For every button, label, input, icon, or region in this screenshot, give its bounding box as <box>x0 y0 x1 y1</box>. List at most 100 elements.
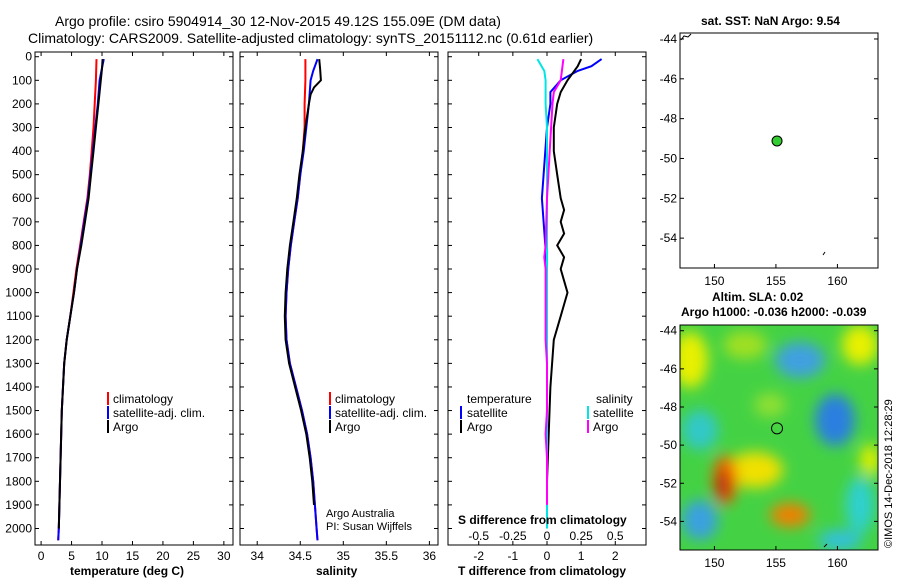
coastline-fragment <box>680 33 692 41</box>
x-tick-label: 2 <box>612 549 619 563</box>
map-y-tick-label: -54 <box>660 514 678 528</box>
map-x-tick-label: 155 <box>766 274 786 288</box>
sla-blob <box>775 342 825 378</box>
y-tick-label: 900 <box>12 262 32 276</box>
sla-map-frame <box>679 324 879 551</box>
legend-label-climatology: climatology <box>113 392 173 406</box>
legend-label-climatology: climatology <box>335 392 395 406</box>
secondary-tick-label: 0 <box>544 529 551 543</box>
y-tick-label: 200 <box>12 97 32 111</box>
map-y-tick-label: -46 <box>660 362 678 376</box>
legend-label-argo: Argo <box>335 420 361 434</box>
map-y-tick-label: -52 <box>660 191 678 205</box>
temperature-plot: 0100200300400500600700800900100011001200… <box>5 50 233 563</box>
y-tick-label: 700 <box>12 215 32 229</box>
y-tick-label: 1700 <box>5 451 32 465</box>
credit-group: Argo Australia <box>326 508 395 520</box>
map-y-tick-label: -48 <box>660 400 678 414</box>
sla-blob <box>727 452 783 488</box>
salinity-legend: climatology satellite-adj. clim. Argo Ar… <box>326 392 427 533</box>
map-x-tick-label: 150 <box>704 274 724 288</box>
sla-field <box>680 325 878 550</box>
y-tick-label: 1000 <box>5 286 32 300</box>
credit-pi: PI: Susan Wijffels <box>326 521 412 533</box>
x-tick-label: 36 <box>423 549 437 563</box>
legend-label-satellite: satellite-adj. clim. <box>335 406 427 420</box>
x-tick-label: 10 <box>95 549 109 563</box>
x-tick-label: 25 <box>187 549 201 563</box>
x-tick-label: 35.5 <box>375 549 399 563</box>
temperature-legend: climatology satellite-adj. clim. Argo <box>107 392 205 434</box>
x-tick-label: 34.5 <box>289 549 313 563</box>
sla-blob <box>770 503 810 527</box>
x-tick-label: -2 <box>473 549 484 563</box>
y-tick-label: 800 <box>12 238 32 252</box>
imos-stamp: ©IMOS 14-Dec-2018 12:28:29 <box>883 399 895 548</box>
series-line-salinity-argo <box>543 58 565 505</box>
sla-heatmap <box>680 325 878 550</box>
map-y-tick-label: -44 <box>660 324 678 338</box>
series-line-satellite-adj-clim- <box>57 58 105 541</box>
sla-map-title: Altim. SLA: 0.02 <box>712 290 804 304</box>
legend-label-temp-satellite: satellite <box>467 406 508 420</box>
sla-blob <box>723 331 767 359</box>
y-tick-label: 1400 <box>5 380 32 394</box>
map-y-tick-label: -48 <box>660 112 678 126</box>
y-tick-label: 1100 <box>6 309 32 323</box>
difference-legend: temperature satellite Argo salinity sate… <box>458 392 634 543</box>
secondary-tick-label: -0.25 <box>499 529 527 543</box>
x-tick-label: 0 <box>544 549 551 563</box>
x-tick-label: 35 <box>337 549 351 563</box>
figure-title-line-2: Climatology: CARS2009. Satellite-adjuste… <box>28 30 593 46</box>
secondary-tick-label: -0.5 <box>468 529 489 543</box>
coastline-fragment <box>823 543 828 548</box>
figure-title-line-1: Argo profile: csiro 5904914_30 12-Nov-20… <box>55 13 501 29</box>
x-tick-label: 20 <box>156 549 170 563</box>
coastline-fragment <box>822 251 826 256</box>
y-tick-label: 1900 <box>5 498 32 512</box>
x-tick-label: -1 <box>508 549 519 563</box>
sla-blob <box>815 394 855 446</box>
temperature-panel-frame <box>34 51 234 546</box>
y-tick-label: 1200 <box>5 333 32 347</box>
salinity-axis-label: salinity <box>316 564 358 578</box>
series-line-argo <box>283 59 322 505</box>
map-y-tick-label: -52 <box>660 476 678 490</box>
sst-map-frame <box>679 32 879 269</box>
legend-title-salinity: salinity <box>596 392 633 406</box>
x-tick-label: 5 <box>68 549 75 563</box>
legend-label-satellite: satellite-adj. clim. <box>113 406 205 420</box>
y-tick-label: 1800 <box>5 474 32 488</box>
sla-blob <box>842 325 878 365</box>
sla-blob <box>860 444 878 476</box>
difference-axis-label: T difference from climatology <box>458 564 626 578</box>
sla-blob <box>717 471 729 499</box>
y-tick-label: 600 <box>12 191 32 205</box>
series-line-argo <box>57 59 104 529</box>
sla-blob <box>680 332 708 388</box>
legend-label-argo: Argo <box>113 420 139 434</box>
y-tick-label: 1500 <box>5 404 32 418</box>
sst-map: 150 155 160 -44 -46 -48 -50 -52 -54 <box>660 32 878 288</box>
y-tick-label: 2000 <box>5 521 32 535</box>
y-tick-label: 100 <box>12 73 32 87</box>
secondary-tick-label: 0.25 <box>569 529 593 543</box>
x-tick-label: 15 <box>126 549 140 563</box>
sla-map-subtitle: Argo h1000: -0.036 h2000: -0.039 <box>681 305 867 319</box>
y-tick-label: 1600 <box>5 427 32 441</box>
y-tick-label: 300 <box>12 120 32 134</box>
legend-label-sal-argo: Argo <box>593 420 619 434</box>
temperature-axis-label: temperature (deg C) <box>70 564 184 578</box>
series-line-temperature-argo <box>546 58 583 529</box>
secondary-axis-label: S difference from climatology <box>458 513 627 527</box>
map-y-tick-label: -50 <box>660 438 678 452</box>
salinity-panel-frame <box>239 51 439 546</box>
salinity-plot: 34 34.5 35 35.5 36 <box>240 52 438 563</box>
sla-blob <box>818 530 862 550</box>
secondary-axis-ticks: -0.5 -0.25 0 0.25 0.5 <box>468 529 624 543</box>
map-y-tick-label: -54 <box>660 231 678 245</box>
x-tick-label: 1 <box>578 549 585 563</box>
x-tick-label: 0 <box>38 549 45 563</box>
